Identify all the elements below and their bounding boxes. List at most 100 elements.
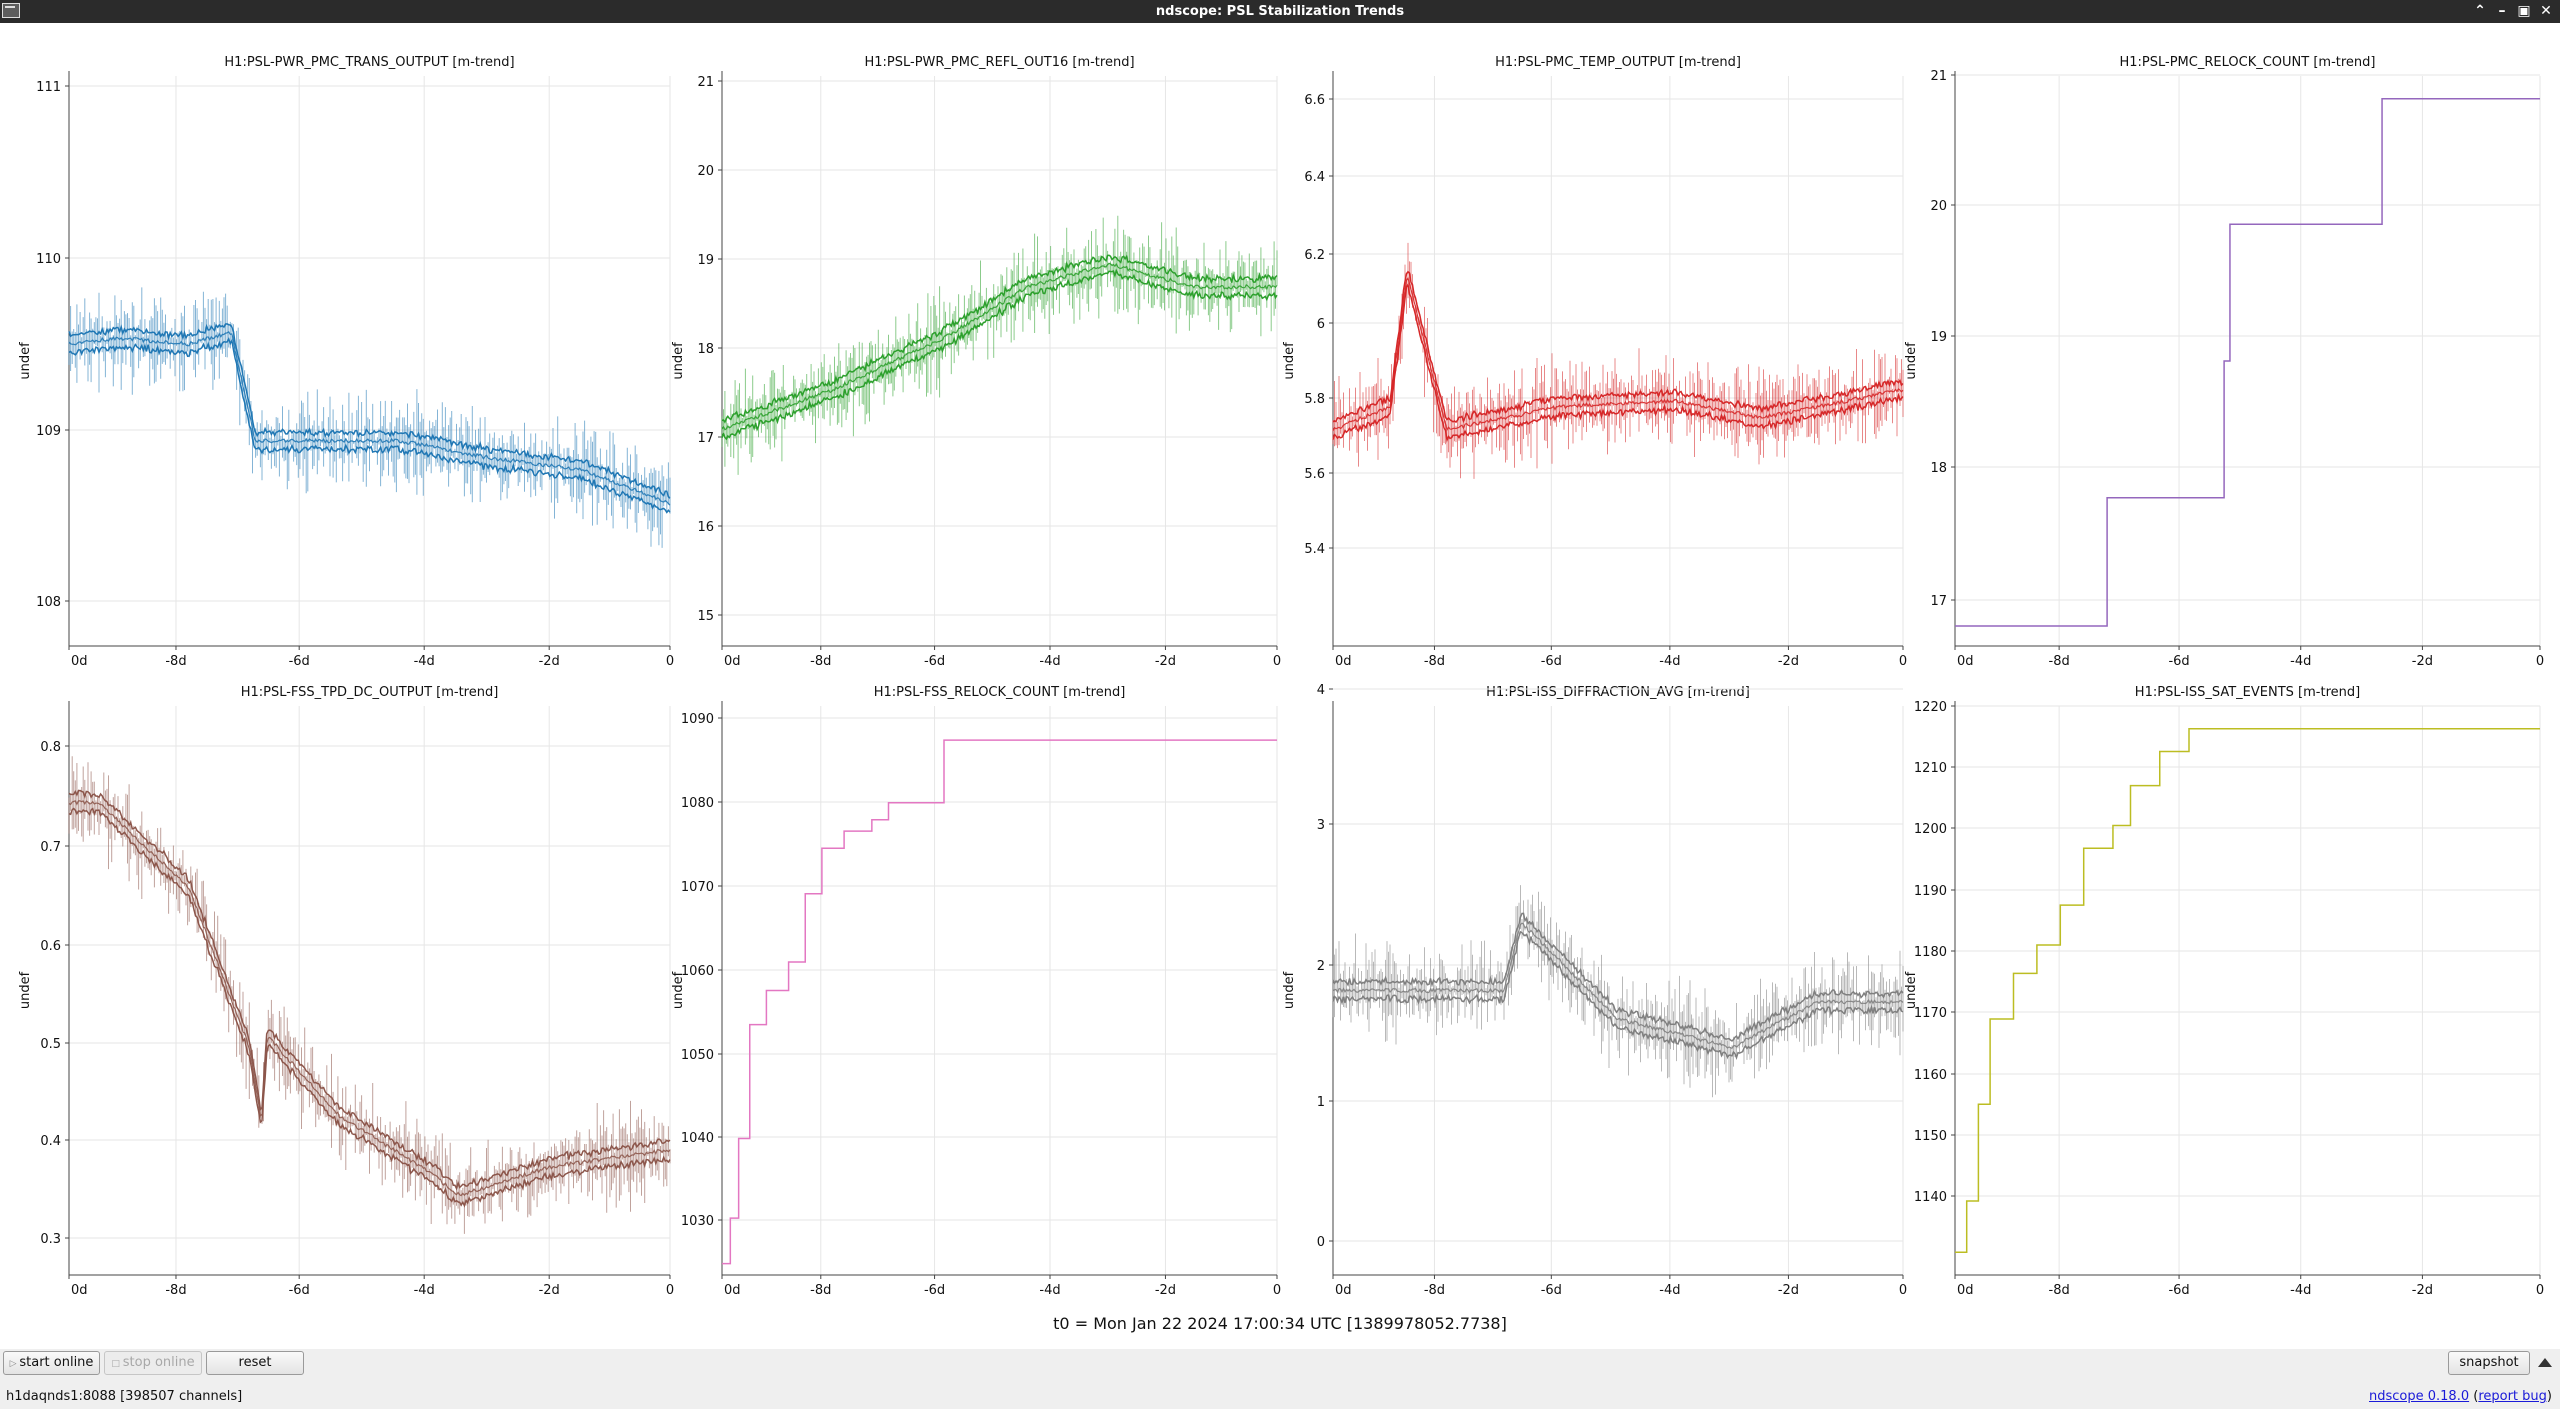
window-restore-icon[interactable]: ▣ — [2517, 3, 2531, 19]
y-tick-label: 1210 — [1914, 761, 1947, 776]
stop-online-button: □ stop online — [104, 1351, 202, 1375]
window-minimize-icon[interactable]: – — [2498, 3, 2506, 19]
y-tick-label: 0 — [1317, 1235, 1325, 1250]
y-tick-label: 5.4 — [1304, 542, 1325, 557]
t0-label: t0 = Mon Jan 22 2024 17:00:34 UTC [13899… — [1053, 1314, 1507, 1333]
x-tick-label: -8d — [165, 1283, 186, 1298]
plot-panel: H1:PSL-PMC_TEMP_OUTPUT [m-trend] 6.6 6.4 6.… — [1282, 55, 1907, 669]
y-tick-label: 18 — [1930, 461, 1947, 476]
x-tick-label: -2d — [2412, 654, 2433, 669]
plot-panel: H1:PSL-ISS_SAT_EVENTS [m-trend] 1220 1210 1… — [1904, 685, 2544, 1298]
y-tick-label: 21 — [1930, 69, 1947, 84]
x-tick-label: 0 — [1899, 1283, 1907, 1298]
x-tick-label: 0d — [1335, 1283, 1352, 1298]
trace-min-line — [68, 789, 671, 1191]
trace-step-line — [722, 739, 1277, 1265]
trace-mean-line — [1332, 276, 1904, 432]
y-tick-label: 0.8 — [40, 740, 61, 755]
plot-grid-canvas[interactable]: H1:PSL-PWR_PMC_TRANS_OUTPUT [m-trend] 1 11… — [0, 23, 2560, 1313]
start-online-label: start online — [19, 1355, 94, 1370]
x-tick-label: -2d — [1778, 1283, 1799, 1298]
report-bug-link[interactable]: report bug — [2478, 1389, 2547, 1404]
trace-max-line — [1332, 930, 1904, 1061]
plot-title: H1:PSL-PMC_TEMP_OUTPUT [m-trend] — [1495, 55, 1741, 70]
y-tick-label: 0.4 — [40, 1134, 61, 1149]
y-tick-label: 1140 — [1914, 1190, 1947, 1205]
plot-area[interactable]: H1:PSL-PWR_PMC_TRANS_OUTPUT [m-trend] 1 11… — [0, 23, 2560, 1349]
snapshot-button[interactable]: snapshot — [2448, 1351, 2530, 1375]
trace-envelope — [68, 756, 671, 1234]
window-title: ndscope: PSL Stabilization Trends — [1155, 4, 1405, 19]
status-bar: h1daqnds1:8088 [398507 channels] ndscope… — [0, 1385, 2560, 1409]
plot-title: H1:PSL-ISS_SAT_EVENTS [m-trend] — [2135, 685, 2360, 700]
x-tick-label: 0 — [2536, 1283, 2544, 1298]
y-tick-label: 0.7 — [40, 840, 61, 855]
y-tick-label: 1 — [1317, 1095, 1325, 1110]
reset-button[interactable]: reset — [206, 1351, 304, 1375]
trace-max-line — [68, 336, 671, 514]
y-tick-label: 0.3 — [40, 1232, 61, 1247]
plot-panel: H1:PSL-PWR_PMC_TRANS_OUTPUT [m-trend] 111… — [18, 55, 674, 669]
trace-min-line — [1332, 270, 1904, 424]
x-tick-label: -8d — [1424, 1283, 1445, 1298]
x-tick-label: -2d — [2412, 1283, 2433, 1298]
y-tick-label: 1200 — [1914, 822, 1947, 837]
trace-min-line — [68, 323, 671, 499]
x-tick-label: -4d — [1039, 654, 1060, 669]
y-tick-label: 1030 — [681, 1214, 714, 1229]
y-tick-label: 1220 — [1914, 700, 1947, 715]
y-tick-label: 1180 — [1914, 945, 1947, 960]
y-tick-label: 17 — [1930, 594, 1947, 609]
plot-title: H1:PSL-PWR_PMC_TRANS_OUTPUT [m-trend] — [224, 55, 514, 70]
x-tick-label: -6d — [289, 1283, 310, 1298]
y-tick-label: 16 — [697, 520, 714, 535]
version-link[interactable]: ndscope 0.18.0 — [2369, 1389, 2470, 1404]
y-tick-label: 1190 — [1914, 884, 1947, 899]
x-tick-label: -2d — [1778, 654, 1799, 669]
x-tick-label: -4d — [1659, 1283, 1680, 1298]
x-tick-label: -4d — [414, 1283, 435, 1298]
y-tick-label: 108 — [36, 595, 61, 610]
y-tick-label: 1050 — [681, 1048, 714, 1063]
x-tick-label: -8d — [165, 654, 186, 669]
y-tick-label: 5.6 — [1304, 467, 1325, 482]
x-tick-label: 0 — [1899, 654, 1907, 669]
x-tick-label: -2d — [539, 654, 560, 669]
plot-panel: H1:PSL-PWR_PMC_REFL_OUT16 [m-trend] 21 20 1… — [671, 55, 1281, 669]
start-online-button[interactable]: ▷ start online — [3, 1351, 100, 1375]
x-tick-label: 0 — [666, 654, 674, 669]
x-tick-label: 0d — [1957, 654, 1974, 669]
plot-panel: H1:PSL-PMC_RELOCK_COUNT [m-trend] 21 20 19 1… — [1904, 55, 2544, 669]
x-tick-label: 0d — [724, 1283, 741, 1298]
y-tick-label: 17 — [697, 431, 714, 446]
expand-controls-icon[interactable] — [2538, 1358, 2552, 1367]
plot-title: H1:PSL-PWR_PMC_REFL_OUT16 [m-trend] — [864, 55, 1134, 70]
y-axis-label: undef — [671, 342, 686, 380]
play-icon: ▷ — [9, 1359, 20, 1369]
x-tick-label: -4d — [1659, 654, 1680, 669]
y-tick-label: 6 — [1317, 317, 1325, 332]
y-axis-label: undef — [1904, 342, 1919, 380]
trace-mean-line — [1332, 922, 1904, 1050]
x-tick-label: -6d — [924, 1283, 945, 1298]
x-tick-label: -2d — [1155, 654, 1176, 669]
x-tick-label: 0d — [724, 654, 741, 669]
x-tick-label: -4d — [2290, 1283, 2311, 1298]
y-tick-label: 18 — [697, 342, 714, 357]
trace-envelope — [68, 287, 671, 548]
trace-mean-line — [68, 800, 671, 1197]
window-shade-icon[interactable]: ⌃ — [2474, 3, 2486, 19]
version-info: ndscope 0.18.0 (report bug) — [2369, 1389, 2552, 1404]
plot-title: H1:PSL-FSS_RELOCK_COUNT [m-trend] — [874, 685, 1126, 700]
x-tick-label: 0d — [1335, 654, 1352, 669]
y-tick-label: 1080 — [681, 796, 714, 811]
y-tick-label: 110 — [36, 252, 61, 267]
stop-online-label: stop online — [122, 1355, 195, 1370]
window-close-icon[interactable]: ✕ — [2540, 3, 2552, 19]
x-tick-label: -8d — [810, 1283, 831, 1298]
x-tick-label: -6d — [2168, 1283, 2189, 1298]
plot-title: H1:PSL-FSS_TPD_DC_OUTPUT [m-trend] — [241, 685, 499, 700]
x-tick-label: 0d — [71, 654, 88, 669]
y-axis-label: undef — [18, 971, 33, 1009]
y-axis-label: undef — [1904, 971, 1919, 1009]
